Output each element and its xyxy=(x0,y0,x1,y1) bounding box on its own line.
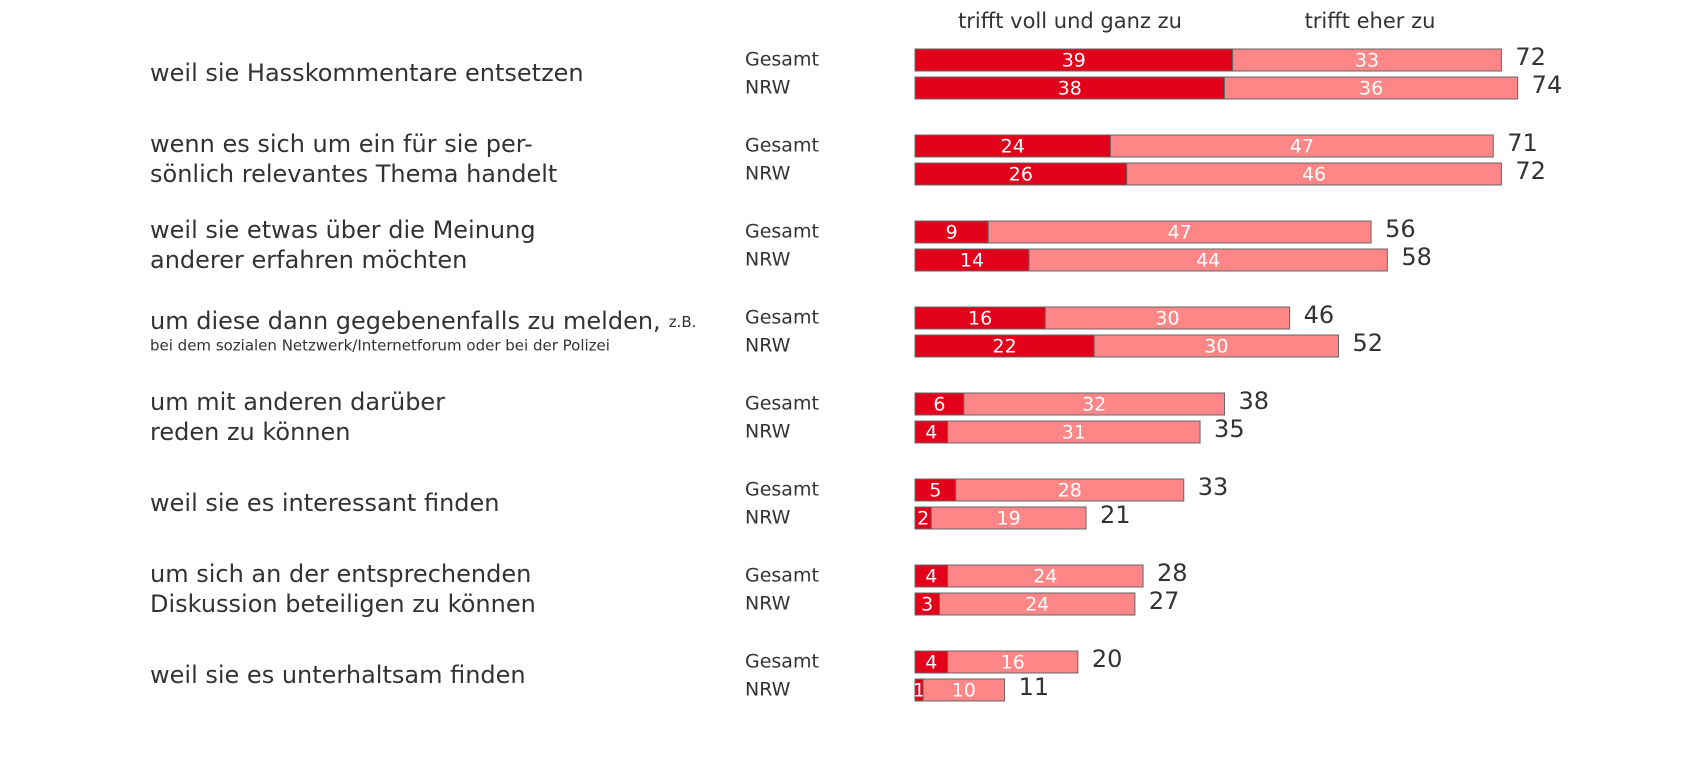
total-label: 46 xyxy=(1304,301,1335,329)
value-label: 2 xyxy=(917,508,929,530)
group-label: NRW xyxy=(745,335,791,357)
group-label: Gesamt xyxy=(745,221,819,243)
total-label: 21 xyxy=(1100,501,1131,529)
value-label: 46 xyxy=(1302,164,1326,186)
category-label: sönlich relevantes Thema handelt xyxy=(150,160,557,188)
group-label: Gesamt xyxy=(745,307,819,329)
value-label: 19 xyxy=(997,508,1021,530)
value-label: 36 xyxy=(1359,78,1383,100)
value-label: 24 xyxy=(1033,566,1057,588)
bar-segment xyxy=(955,478,1185,502)
category-line: um diese dann gegebenenfalls zu melden, xyxy=(150,307,661,335)
bar-segment xyxy=(1223,76,1519,100)
category-label: weil sie es interessant finden xyxy=(150,489,500,517)
total-label: 71 xyxy=(1507,129,1538,157)
value-label: 31 xyxy=(1062,422,1086,444)
group-label: Gesamt xyxy=(745,135,819,157)
group-label: NRW xyxy=(745,163,791,185)
value-label: 24 xyxy=(1001,136,1025,158)
bar-segment xyxy=(930,506,1087,530)
total-label: 58 xyxy=(1401,243,1432,271)
value-label: 16 xyxy=(968,308,992,330)
value-label: 1 xyxy=(913,680,925,702)
total-label: 56 xyxy=(1385,215,1416,243)
bar-segment xyxy=(1126,162,1502,186)
group-label: Gesamt xyxy=(745,49,819,71)
value-label: 24 xyxy=(1025,594,1049,616)
bar-segment xyxy=(1044,306,1291,330)
category-label: weil sie es unterhaltsam finden xyxy=(150,661,526,689)
group-label: NRW xyxy=(745,249,791,271)
total-label: 52 xyxy=(1353,329,1384,357)
value-label: 5 xyxy=(929,480,941,502)
category-label: anderer erfahren möchten xyxy=(150,246,467,274)
group-label: Gesamt xyxy=(745,393,819,415)
value-label: 4 xyxy=(925,566,937,588)
value-label: 47 xyxy=(1168,222,1192,244)
legend-label: trifft voll und ganz zu xyxy=(958,9,1182,33)
value-label: 33 xyxy=(1355,50,1379,72)
group-label: NRW xyxy=(745,679,791,701)
value-label: 44 xyxy=(1196,250,1220,272)
bar-segment xyxy=(1028,248,1388,272)
value-label: 16 xyxy=(1001,652,1025,674)
value-label: 3 xyxy=(921,594,933,616)
value-label: 9 xyxy=(946,222,958,244)
bar-segment xyxy=(922,678,1006,702)
bar-segment xyxy=(987,220,1372,244)
group-label: NRW xyxy=(745,507,791,529)
total-label: 33 xyxy=(1198,473,1229,501)
category-label: reden zu können xyxy=(150,418,351,446)
bar-segment xyxy=(1109,134,1494,158)
value-label: 28 xyxy=(1058,480,1082,502)
legend-label: trifft eher zu xyxy=(1305,9,1436,33)
value-label: 4 xyxy=(925,422,937,444)
total-label: 74 xyxy=(1532,71,1563,99)
total-label: 28 xyxy=(1157,559,1188,587)
value-label: 4 xyxy=(925,652,937,674)
total-label: 11 xyxy=(1019,673,1050,701)
value-label: 47 xyxy=(1290,136,1314,158)
total-label: 38 xyxy=(1238,387,1269,415)
value-label: 10 xyxy=(952,680,976,702)
category-label: Diskussion beteiligen zu können xyxy=(150,590,536,618)
value-label: 26 xyxy=(1009,164,1033,186)
group-label: Gesamt xyxy=(745,651,819,673)
value-label: 30 xyxy=(1155,308,1179,330)
category-subline: bei dem sozialen Netzwerk/Internetforum … xyxy=(150,337,610,355)
bar-segment xyxy=(963,392,1225,416)
value-label: 22 xyxy=(992,336,1016,358)
total-label: 27 xyxy=(1149,587,1180,615)
category-label: weil sie etwas über die Meinung xyxy=(150,216,536,244)
total-label: 72 xyxy=(1515,157,1546,185)
category-label: um mit anderen darüber xyxy=(150,388,445,416)
bar-segment xyxy=(947,420,1201,444)
group-label: NRW xyxy=(745,421,791,443)
category-label: um sich an der entsprechenden xyxy=(150,560,531,588)
bar-segment xyxy=(947,564,1144,588)
group-label: Gesamt xyxy=(745,565,819,587)
bar-segment xyxy=(1093,334,1340,358)
value-label: 32 xyxy=(1082,394,1106,416)
value-label: 6 xyxy=(933,394,945,416)
value-label: 38 xyxy=(1058,78,1082,100)
category-label: wenn es sich um ein für sie per- xyxy=(150,130,533,158)
group-label: NRW xyxy=(745,77,791,99)
value-label: 30 xyxy=(1204,336,1228,358)
bar-segment xyxy=(1232,48,1502,72)
bar-segment xyxy=(947,650,1079,674)
total-label: 72 xyxy=(1515,43,1546,71)
total-label: 35 xyxy=(1214,415,1245,443)
total-label: 20 xyxy=(1092,645,1123,673)
value-label: 14 xyxy=(960,250,984,272)
value-label: 39 xyxy=(1062,50,1086,72)
group-label: NRW xyxy=(745,593,791,615)
category-label: weil sie Hasskommentare entsetzen xyxy=(150,59,584,87)
bar-segment xyxy=(938,592,1136,616)
group-label: Gesamt xyxy=(745,479,819,501)
category-note: z.B. xyxy=(669,313,697,331)
category-label: um diese dann gegebenenfalls zu melden, z… xyxy=(150,307,696,335)
